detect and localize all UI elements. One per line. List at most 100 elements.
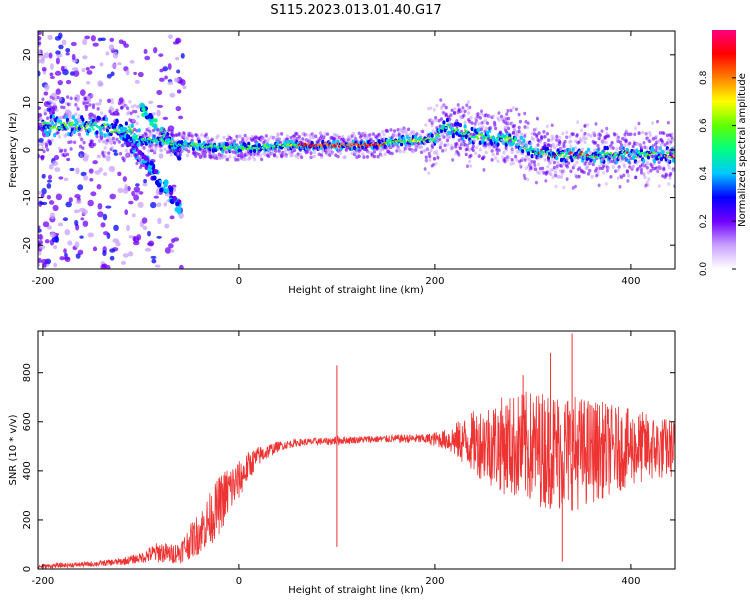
spectrogram-cell: [194, 154, 198, 159]
spectrogram-cell: [424, 155, 428, 159]
spectrogram-cell: [224, 150, 228, 154]
spectrogram-cell: [171, 184, 177, 188]
spectrogram-cell: [524, 166, 528, 171]
spectrogram-cell: [69, 167, 75, 172]
spectrogram-cell: [38, 228, 42, 233]
spectrogram-cell: [558, 135, 562, 140]
spectrogram-cell: [106, 264, 111, 269]
spectrogram-cell: [50, 63, 54, 70]
spectrogram-cell: [88, 128, 92, 133]
spectrogram-cell: [659, 142, 664, 147]
spectrogram-cell: [557, 142, 561, 147]
spectrogram-cell: [431, 145, 435, 150]
spectrogram-cell: [526, 151, 531, 156]
spectrogram-cell: [540, 169, 544, 173]
spectrogram-cell: [670, 153, 674, 157]
spectrogram-cell: [526, 121, 530, 125]
spectrogram-cell: [432, 108, 436, 112]
spectrogram-cell: [44, 144, 49, 149]
spectrogram-cell: [337, 137, 341, 142]
spectrogram-cell: [204, 139, 208, 144]
spectrogram-cell: [599, 162, 604, 166]
spectrogram-cell: [534, 167, 538, 172]
spectrogram-cell: [312, 154, 317, 159]
spectrogram-cell: [131, 109, 136, 114]
spectrogram-cell: [343, 155, 347, 159]
spectrogram-cell: [548, 160, 552, 165]
spectrogram-cell: [402, 149, 406, 154]
spectrogram-cell: [463, 120, 467, 125]
spectrogram-cell: [168, 187, 174, 193]
spectrogram-cell: [443, 143, 447, 148]
spectrogram-cell: [365, 155, 370, 159]
spectrogram-cell: [142, 182, 148, 187]
spectrogram-cell: [563, 155, 567, 158]
spectrogram-cell: [128, 200, 134, 205]
spectrogram-cell: [411, 149, 415, 154]
spectrogram-cell: [545, 170, 550, 174]
spectrogram-cell: [38, 225, 41, 229]
spectrogram-cell: [41, 173, 46, 179]
spectrogram-cell: [481, 125, 485, 129]
spectrogram-cell: [88, 112, 94, 118]
spectrogram-cell: [60, 65, 65, 72]
spectrogram-cell: [550, 138, 554, 142]
spectrogram-cell: [616, 168, 620, 173]
spectrogram-cell: [613, 132, 617, 137]
spectrogram-cell: [509, 162, 513, 166]
spectrogram-cell: [452, 110, 457, 115]
spectrogram-cell: [103, 172, 108, 176]
spectrogram-cell: [503, 116, 507, 120]
spectrogram-cell: [115, 241, 121, 247]
spectrogram-cell: [586, 172, 591, 176]
spectrogram-cell: [462, 113, 466, 118]
spectrogram-cell: [645, 160, 649, 164]
spectrogram-cell: [38, 250, 42, 256]
spectrogram-cell: [190, 134, 194, 138]
spectrogram-cell: [175, 105, 182, 112]
spectrogram-cell: [44, 83, 50, 91]
spectrogram-cell: [559, 146, 563, 151]
spectrogram-x-tick-label: -200: [32, 276, 55, 287]
spectrogram-cell: [71, 115, 76, 120]
spectrogram-cell: [97, 211, 104, 218]
spectrogram-cell: [423, 167, 427, 171]
spectrogram-cell: [482, 138, 486, 141]
spectrogram-cell: [452, 123, 456, 128]
spectrogram-cell: [147, 240, 155, 247]
spectrogram-cell: [407, 127, 411, 132]
spectrogram-cell: [651, 121, 655, 125]
spectrogram-cell: [95, 134, 99, 139]
spectrogram-cell: [85, 67, 90, 71]
spectrogram-cell: [125, 69, 130, 76]
spectrogram-cell: [442, 120, 446, 125]
spectrogram-cell: [536, 148, 540, 153]
spectrogram-cell: [652, 158, 657, 164]
spectrogram-cell: [53, 262, 58, 268]
spectrogram-cell: [38, 70, 41, 77]
spectrogram-cell: [84, 104, 89, 109]
spectrogram-cell: [124, 183, 128, 191]
spectrogram-cell: [40, 141, 45, 147]
colorbar-tick-label: 0.4: [699, 166, 709, 181]
spectrogram-cell: [173, 77, 180, 83]
spectrogram-cell: [179, 264, 184, 269]
spectrogram-cell: [86, 70, 93, 75]
spectrogram-cell: [659, 137, 663, 142]
spectrogram-cell: [49, 72, 54, 77]
spectrogram-cell: [585, 164, 589, 168]
spectrogram-cell: [522, 173, 526, 178]
spectrogram-cell: [490, 149, 494, 153]
spectrogram-cell: [504, 121, 508, 125]
spectrogram-cell: [478, 116, 482, 120]
spectrogram-cell: [156, 104, 164, 108]
spectrogram-cell: [531, 166, 535, 171]
spectrogram-cell: [48, 128, 52, 134]
spectrogram-cell: [582, 136, 586, 141]
spectrogram-cell: [162, 66, 169, 72]
spectrogram-cell: [135, 121, 139, 126]
spectrogram-cell: [116, 112, 120, 116]
spectrogram-cell: [478, 147, 482, 152]
spectrogram-cell: [118, 151, 123, 156]
spectrogram-cell: [38, 112, 43, 118]
